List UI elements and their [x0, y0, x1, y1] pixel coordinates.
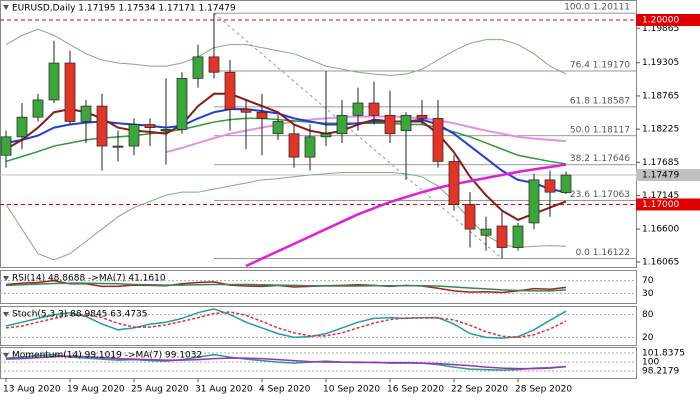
candle-body [432, 118, 444, 162]
candle-body [208, 56, 220, 73]
candle-body [416, 114, 428, 119]
y-tick-label: 101.8375 [642, 349, 685, 359]
y-tick-label: 20 [642, 333, 654, 343]
price-label-box [636, 169, 700, 182]
x-tick-label: 25 Aug 2020 [131, 385, 189, 395]
candle-body [304, 136, 316, 158]
x-tick-label: 19 Aug 2020 [67, 385, 125, 395]
candle-body [560, 174, 572, 193]
y-tick-label: 80 [642, 310, 654, 320]
y-tick-label: 30 [642, 289, 654, 299]
y-tick-label: 1.17685 [642, 158, 679, 168]
x-tick-label: 13 Aug 2020 [3, 385, 61, 395]
candle-body [64, 62, 76, 122]
candle-body [32, 99, 44, 118]
title-icon [3, 276, 9, 281]
x-tick-label: 16 Sep 2020 [387, 385, 444, 395]
candle-body [320, 133, 332, 138]
fib-label: 0.0 1.16122 [576, 248, 630, 258]
y-tick-label: 1.19305 [642, 58, 679, 68]
indicator-line [5, 282, 567, 292]
indicator-line [5, 308, 567, 339]
indicator-line [5, 311, 567, 339]
candle-body [336, 114, 348, 135]
y-tick-label: 1.19865 [642, 24, 679, 34]
title-icon [3, 5, 9, 10]
rsi-frame [0, 270, 637, 304]
indicator-line [5, 279, 567, 294]
fib-label: 50.0 1.18117 [570, 125, 630, 135]
candle-body [448, 161, 460, 205]
candle-body [368, 102, 380, 116]
indicator-line [5, 353, 567, 371]
price-label-box [636, 13, 700, 26]
x-tick-label: 31 Aug 2020 [195, 385, 253, 395]
momentum-frame [0, 347, 637, 379]
panel-title: RSI(14) 48.8688 ->MA(7) 41.1610 [12, 274, 166, 284]
candle-body [544, 179, 556, 193]
candle-body [128, 124, 140, 147]
y-tick-label: 1.17145 [642, 191, 679, 201]
candle-body [144, 124, 156, 128]
panel-title: Stoch(5,3,3) 88.9845 63.4735 [12, 310, 147, 320]
candle-body [80, 105, 92, 122]
y-tick-label: 1.18225 [642, 125, 679, 135]
candle-body [272, 121, 284, 135]
candle-body [288, 133, 300, 158]
candle-body [160, 129, 172, 132]
price-label: 1.17479 [642, 171, 679, 181]
y-tick-label: 100 [642, 358, 659, 368]
fib-label: 100.0 1.20111 [564, 3, 630, 13]
candle-body [352, 102, 364, 116]
indicator-line [5, 28, 567, 76]
y-tick-label: 1.16065 [642, 257, 679, 267]
price-label: 1.20000 [642, 15, 679, 25]
candle-body [16, 116, 28, 138]
candle-body [384, 114, 396, 135]
candle-body [240, 108, 252, 113]
main-frame [0, 0, 637, 268]
price-label-box [636, 198, 700, 211]
y-tick-label: 70 [642, 276, 654, 286]
x-tick-label: 10 Sep 2020 [323, 385, 380, 395]
fib-label: 23.6 1.17063 [570, 190, 630, 200]
indicator-line [165, 115, 567, 154]
x-tick-label: 28 Sep 2020 [515, 385, 572, 395]
candle-body [112, 145, 124, 148]
candle-body [256, 111, 268, 119]
fib-label: 38.2 1.17646 [570, 154, 630, 164]
candle-body [528, 179, 540, 224]
y-tick-label: 1.18765 [642, 91, 679, 101]
indicator-line [245, 163, 567, 268]
candle-body [192, 56, 204, 79]
stoch-frame [0, 306, 637, 346]
y-tick-label: 1.16600 [642, 225, 679, 235]
y-tick-label: 98.2179 [642, 366, 679, 376]
candle-body [400, 114, 412, 132]
candle-body [96, 105, 108, 147]
x-tick-label: 22 Sep 2020 [451, 385, 508, 395]
candle-body [0, 136, 12, 156]
candle-body [480, 228, 492, 236]
panel-title: Momentum(14) 99.1019 ->MA(7) 99.1032 [12, 351, 202, 361]
fib-label: 76.4 1.19170 [570, 61, 630, 71]
title-icon [3, 312, 9, 317]
candle-body [48, 62, 60, 101]
candle-body [496, 225, 508, 248]
candle-body [464, 204, 476, 230]
price-label: 1.17000 [642, 200, 679, 210]
chart-title: EURUSD,Daily 1.17195 1.17534 1.17171 1.1… [12, 4, 236, 14]
candle-body [176, 78, 188, 130]
candle-body [224, 71, 236, 110]
fib-label: 61.8 1.18587 [570, 96, 630, 106]
indicator-line [5, 355, 567, 370]
title-icon [3, 353, 9, 358]
candle-body [512, 225, 524, 248]
x-tick-label: 4 Sep 2020 [259, 385, 311, 395]
